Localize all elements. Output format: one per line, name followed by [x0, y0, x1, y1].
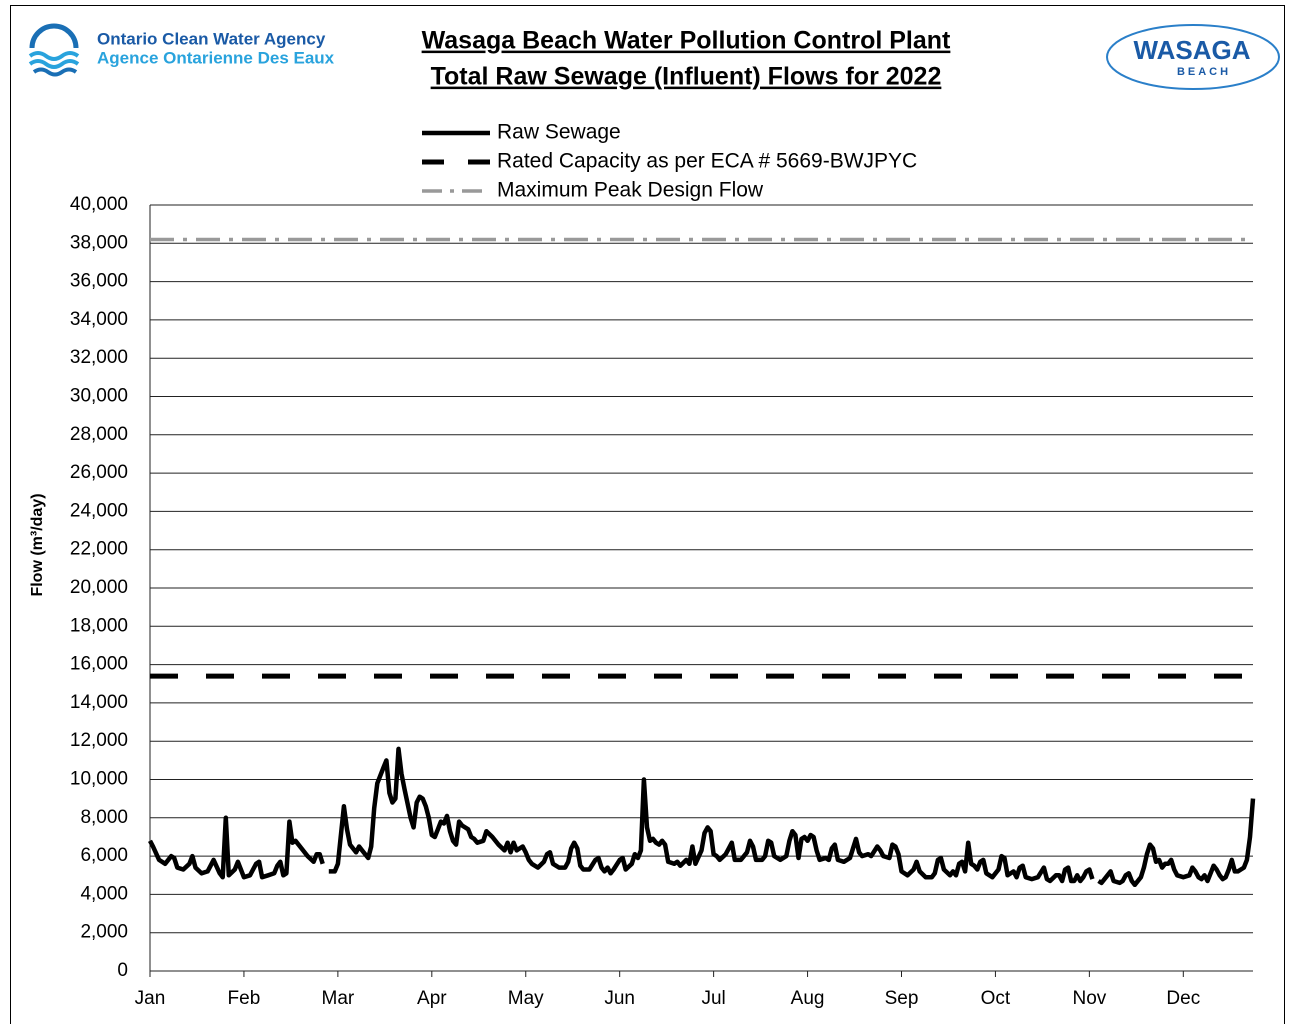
logo-arc — [29, 23, 79, 49]
y-tick-label: 38,000 — [70, 232, 128, 253]
legend-label: Maximum Peak Design Flow — [497, 179, 764, 202]
x-tick-label: Jan — [135, 988, 166, 1009]
series-line — [148, 815, 325, 880]
x-tick-label: Dec — [1166, 988, 1200, 1009]
y-tick-label: 2,000 — [80, 922, 128, 943]
y-tick-label: 24,000 — [70, 500, 128, 521]
y-tick-label: 36,000 — [70, 271, 128, 292]
chart-title: Wasaga Beach Water Pollution Control Pla… — [422, 27, 951, 55]
chart-title: Total Raw Sewage (Influent) Flows for 20… — [431, 63, 942, 91]
agency-name-fr: Agence Ontarienne Des Eaux — [97, 48, 335, 67]
y-axis-label: Flow (m³/day) — [29, 493, 46, 596]
x-tick-label: May — [508, 988, 544, 1009]
y-tick-label: 40,000 — [70, 194, 128, 215]
legend-label: Rated Capacity as per ECA # 5669-BWJPYC — [497, 150, 917, 173]
y-tick-label: 4,000 — [80, 883, 128, 904]
x-tick-label: Apr — [417, 988, 447, 1009]
series-line — [328, 746, 1095, 884]
y-tick-label: 32,000 — [70, 347, 128, 368]
wasaga-logo-sub: BEACH — [1177, 66, 1231, 78]
logo-wave — [32, 67, 78, 77]
y-tick-label: 14,000 — [70, 692, 128, 713]
x-tick-label: Jun — [604, 988, 635, 1009]
x-tick-label: Sep — [885, 988, 919, 1009]
x-tick-label: Aug — [791, 988, 825, 1009]
frame — [10, 5, 1285, 1024]
legend-label: Raw Sewage — [497, 121, 621, 144]
y-tick-label: 28,000 — [70, 424, 128, 445]
x-tick-label: Nov — [1072, 988, 1106, 1009]
wasaga-logo — [1106, 24, 1280, 90]
y-tick-label: 20,000 — [70, 577, 128, 598]
wasaga-logo-text: WASAGA — [1134, 35, 1251, 65]
x-tick-label: Jul — [701, 988, 725, 1009]
x-tick-label: Mar — [322, 988, 355, 1009]
ocwa-logo — [28, 23, 80, 77]
logo-wave — [28, 59, 80, 69]
y-tick-label: 30,000 — [70, 386, 128, 407]
y-tick-label: 18,000 — [70, 615, 128, 636]
x-tick-label: Oct — [981, 988, 1011, 1009]
logo-wave — [28, 51, 80, 61]
y-tick-label: 22,000 — [70, 539, 128, 560]
agency-name: Ontario Clean Water Agency — [97, 29, 326, 48]
y-tick-label: 34,000 — [70, 309, 128, 330]
y-tick-label: 8,000 — [80, 807, 128, 828]
y-tick-label: 26,000 — [70, 462, 128, 483]
x-tick-label: Feb — [228, 988, 261, 1009]
y-tick-label: 16,000 — [70, 654, 128, 675]
series-line — [1097, 798, 1256, 888]
y-tick-label: 6,000 — [80, 845, 128, 866]
y-tick-label: 12,000 — [70, 730, 128, 751]
y-tick-label: 10,000 — [70, 769, 128, 790]
y-tick-label: 0 — [117, 960, 128, 981]
